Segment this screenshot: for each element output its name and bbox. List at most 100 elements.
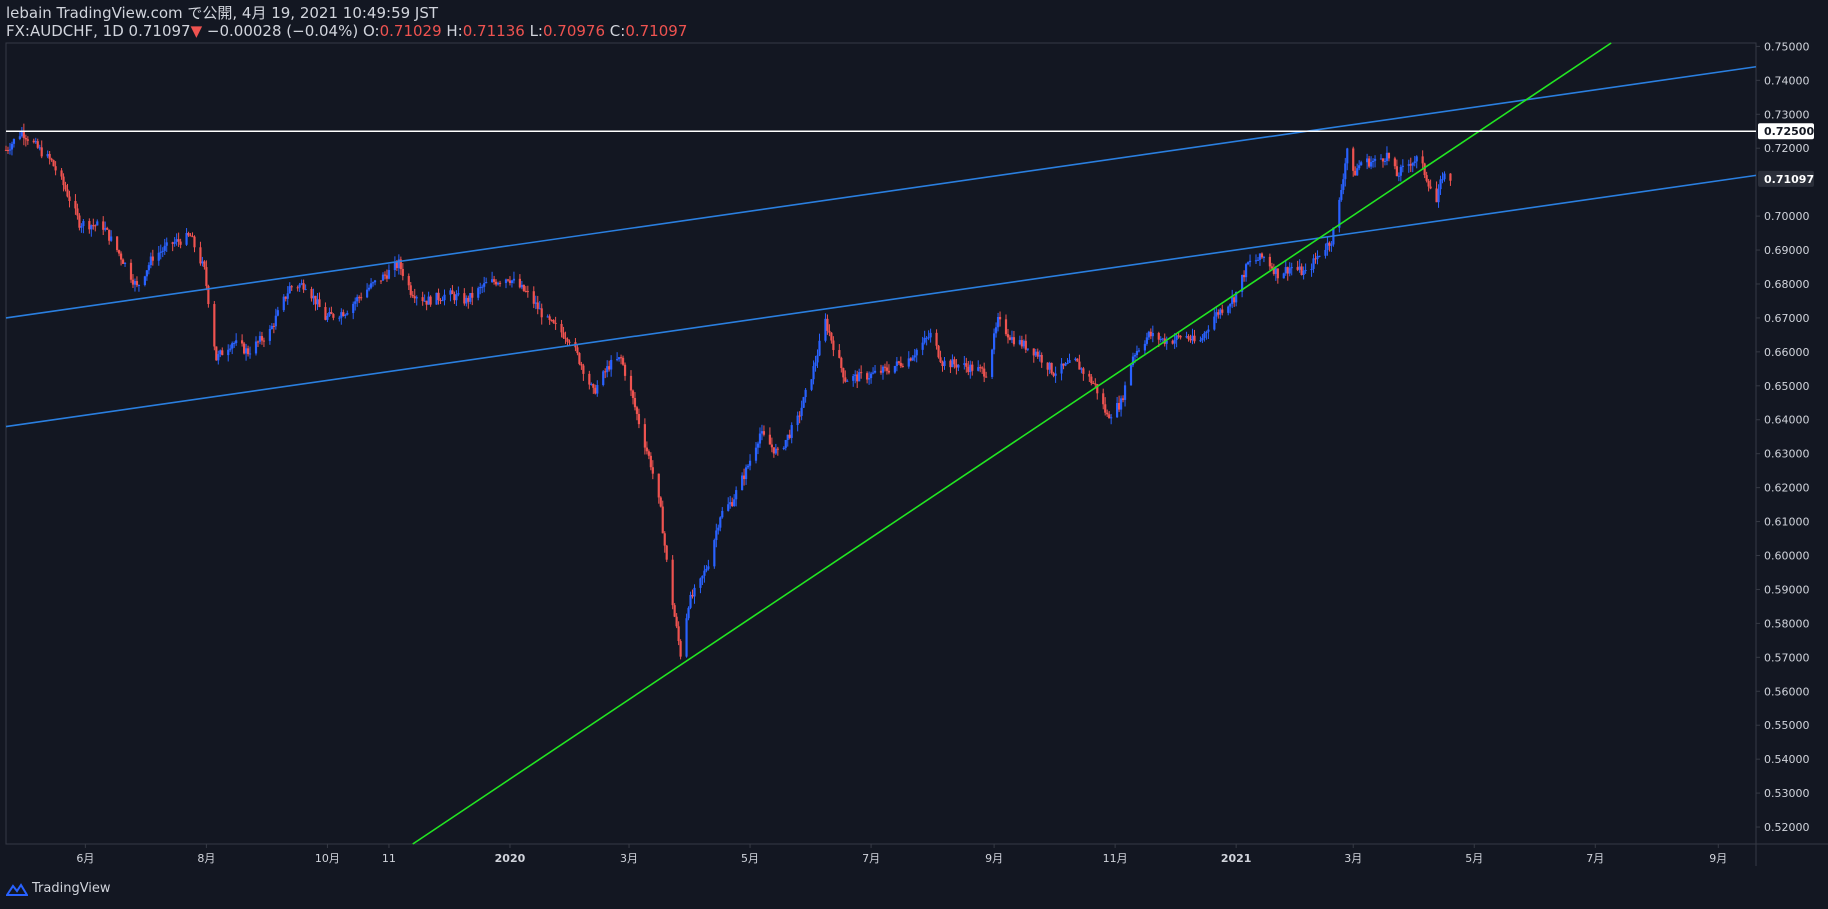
time-tick-label: 8月	[197, 852, 215, 865]
candle-body	[409, 285, 412, 295]
candle-body	[911, 357, 914, 361]
time-tick-label: 2020	[495, 852, 526, 865]
candle-body	[352, 303, 355, 314]
candle-body	[1064, 363, 1067, 366]
footer-brand[interactable]: TradingView	[32, 881, 111, 896]
candle-body	[256, 341, 260, 343]
trend-support-line[interactable]	[412, 42, 1612, 845]
candle-body	[742, 475, 746, 480]
candle-body	[504, 279, 508, 284]
candle-body	[935, 332, 938, 346]
candle-body	[899, 362, 902, 366]
candle-body	[768, 434, 771, 445]
drawings-layer[interactable]	[5, 42, 1757, 845]
price-tick-label: 0.64000	[1764, 414, 1810, 427]
candle-body	[812, 366, 815, 380]
channel-lower-line[interactable]	[5, 174, 1757, 428]
candle-body	[443, 294, 446, 301]
candle-body	[992, 333, 996, 350]
candle-body	[647, 451, 650, 456]
candle-body	[229, 348, 232, 350]
candle-body	[746, 465, 750, 468]
candle-body	[1231, 297, 1234, 305]
candle-body	[596, 384, 599, 394]
candle-body	[411, 294, 414, 297]
candle-body	[34, 141, 37, 143]
candle-body	[1119, 398, 1123, 410]
time-axis[interactable]: 6月 8月 10月 11 2020 3月 5月 7月 9月 11月 2021 3月 5月 7月 9月	[76, 844, 1727, 865]
candle-body	[873, 370, 877, 373]
candle-body	[491, 279, 494, 283]
candle-body	[1213, 316, 1216, 330]
candle-body	[1248, 260, 1252, 263]
candle-body	[435, 292, 438, 305]
candle-body	[74, 200, 77, 209]
candle-body	[893, 365, 896, 373]
candle-body	[659, 497, 662, 507]
candle-body	[1244, 264, 1248, 278]
candle-body	[477, 288, 480, 298]
candle-body	[60, 170, 63, 177]
candle-body	[657, 473, 660, 498]
candle-body	[1233, 297, 1236, 303]
candle-body	[215, 346, 218, 361]
candle-body	[227, 349, 230, 356]
candle-body	[1161, 338, 1164, 340]
candle-body	[1165, 340, 1168, 344]
candle-body	[1352, 148, 1355, 171]
candle-body	[885, 367, 889, 371]
candle-body	[1358, 165, 1361, 169]
candle-body	[397, 259, 400, 269]
candle-body	[1068, 360, 1071, 364]
candle-body	[1040, 354, 1043, 363]
candle-body	[673, 605, 676, 617]
candle-body	[1284, 267, 1287, 274]
candle-body	[923, 338, 926, 343]
candle-body	[1189, 339, 1192, 341]
symbol-name[interactable]: FX:AUDCHF, 1D	[6, 22, 124, 40]
price-tick-label: 0.60000	[1764, 550, 1810, 563]
candle-body	[804, 389, 807, 398]
candle-body	[312, 295, 315, 299]
time-tick-label: 11	[382, 852, 396, 865]
candle-body	[550, 319, 553, 321]
candle-body	[1147, 331, 1150, 338]
candle-body	[1173, 339, 1176, 344]
candle-body	[927, 337, 930, 339]
candle-body	[88, 221, 91, 230]
candle-body	[998, 316, 1002, 320]
candle-body	[282, 296, 285, 311]
price-change: −0.00028 (−0.04%)	[206, 22, 359, 40]
candle-body	[302, 283, 305, 290]
last-price: 0.71097	[128, 22, 191, 40]
candle-body	[830, 332, 833, 341]
candle-body	[102, 221, 105, 230]
candle-body	[510, 280, 514, 284]
candle-body	[1330, 244, 1333, 246]
candle-body	[1427, 180, 1430, 187]
candle-body	[457, 293, 460, 295]
candle-body	[1290, 267, 1293, 269]
candle-body	[483, 283, 486, 287]
candle-body	[423, 300, 426, 302]
candle-body	[816, 355, 819, 363]
price-tick-label: 0.54000	[1764, 753, 1810, 766]
candle-body	[744, 467, 748, 480]
candle-body	[981, 367, 984, 369]
price-axis[interactable]: 0.75000 0.74000 0.73000 0.72000 0.70000 0.690…	[1756, 40, 1814, 834]
candle-body	[235, 340, 238, 344]
candle-body	[701, 575, 704, 579]
channel-upper-line[interactable]	[5, 65, 1757, 319]
candle-body	[179, 241, 182, 245]
candle-body	[106, 228, 109, 230]
candle-body	[1048, 362, 1051, 370]
candle-body	[1143, 343, 1146, 351]
plot-frame	[5, 42, 1757, 845]
price-tick-label: 0.65000	[1764, 380, 1810, 393]
candle-body	[1286, 267, 1289, 274]
price-tick-label: 0.59000	[1764, 583, 1810, 596]
candle-body	[342, 312, 345, 316]
candle-body	[10, 143, 14, 150]
candle-body	[1260, 253, 1264, 258]
